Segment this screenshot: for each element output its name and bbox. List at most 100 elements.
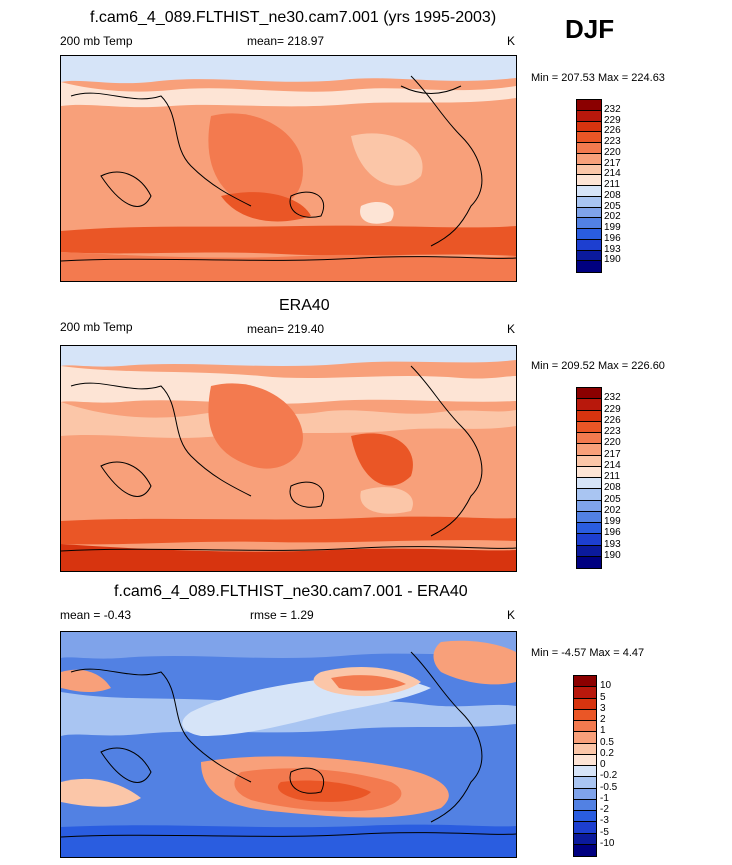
colorbar-label: -5 — [600, 826, 609, 838]
colorbar-label: 199 — [604, 516, 621, 527]
colorbar-box — [574, 799, 596, 811]
colorbar-label: 211 — [604, 471, 620, 482]
colorbar-box — [577, 164, 601, 176]
colorbar-box — [574, 732, 596, 744]
panel2-colorbar-labels: 232 229 226 223 220 217 214 211 208 205 202 199 196 1… — [604, 387, 644, 567]
colorbar-label: 214 — [604, 459, 621, 471]
colorbar-label: 223 — [604, 136, 621, 147]
panel3-map — [60, 631, 517, 858]
colorbar-label: -1 — [600, 792, 609, 804]
colorbar-box — [577, 153, 601, 165]
panel2-colorbar — [576, 387, 602, 569]
colorbar-box — [574, 844, 596, 856]
colorbar-label: 220 — [604, 146, 621, 158]
panel3-minmax: Min = -4.57 Max = 4.47 — [531, 647, 645, 659]
colorbar-label: 190 — [604, 254, 621, 266]
panel2-mean-label: mean= 219.40 — [247, 322, 325, 336]
colorbar-box — [577, 186, 601, 197]
colorbar-box — [577, 444, 601, 456]
colorbar-box — [577, 218, 601, 229]
panel3-rmse-label: rmse = 1.29 — [250, 608, 314, 622]
colorbar-label: 214 — [604, 168, 621, 180]
colorbar-box — [577, 523, 601, 535]
colorbar-box — [577, 478, 601, 490]
colorbar-box — [577, 229, 601, 240]
panel1-mean-label: mean= 218.97 — [247, 34, 325, 48]
colorbar-label: 229 — [604, 403, 621, 415]
panel3-mean-label: mean = -0.43 — [60, 608, 132, 622]
colorbar-label: 0 — [600, 759, 606, 770]
colorbar-box — [577, 261, 601, 272]
colorbar-box — [574, 822, 596, 834]
colorbar-label: 232 — [604, 392, 621, 404]
colorbar-box — [577, 455, 601, 467]
colorbar-box — [577, 239, 601, 251]
colorbar-label: 193 — [604, 538, 621, 550]
colorbar-box — [577, 421, 601, 433]
panel2-title: ERA40 — [279, 297, 330, 314]
colorbar-box — [577, 207, 601, 219]
panel3-colorbar-labels: 10 5 3 2 1 0.5 0.2 0 -0.2 -0.5 -1 -2 -3 -5 -10 — [600, 675, 640, 855]
colorbar-label: 211 — [604, 179, 620, 190]
colorbar-box — [577, 511, 601, 523]
colorbar-label: 217 — [604, 448, 621, 460]
panel1-map — [60, 55, 517, 282]
colorbar-box — [577, 500, 601, 512]
colorbar-label: 202 — [604, 504, 621, 516]
colorbar-label: 205 — [604, 200, 621, 212]
colorbar-label: -2 — [600, 804, 609, 815]
panel2-map — [60, 345, 517, 572]
colorbar-box — [574, 811, 596, 823]
colorbar-box — [574, 709, 596, 721]
colorbar-box — [574, 754, 596, 766]
colorbar-box — [574, 766, 596, 778]
panel1-minmax: Min = 207.53 Max = 224.63 — [531, 72, 665, 84]
panel3-title: f.cam6_4_089.FLTHIST_ne30.cam7.001 - ERA… — [114, 583, 468, 600]
colorbar-box — [577, 410, 601, 422]
colorbar-label: 199 — [604, 222, 621, 233]
colorbar-label: 196 — [604, 232, 621, 244]
colorbar-label: 1 — [600, 725, 606, 737]
colorbar-label: 220 — [604, 437, 621, 449]
colorbar-box — [577, 175, 601, 186]
colorbar-box — [577, 100, 601, 111]
colorbar-label: 0.2 — [600, 747, 614, 759]
colorbar-box — [577, 556, 601, 568]
panel3-colorbar — [573, 675, 597, 857]
colorbar-box — [574, 676, 596, 688]
colorbar-box — [577, 388, 601, 400]
panel1-title: f.cam6_4_089.FLTHIST_ne30.cam7.001 (yrs … — [90, 9, 497, 26]
colorbar-label: 217 — [604, 157, 621, 169]
colorbar-label: 226 — [604, 125, 621, 137]
colorbar-label: 229 — [604, 114, 621, 126]
panel1-units-label: K — [507, 34, 516, 48]
colorbar-label: -3 — [600, 815, 609, 827]
colorbar-box — [577, 250, 601, 262]
colorbar-label: 190 — [604, 549, 621, 561]
panel2-minmax: Min = 209.52 Max = 226.60 — [531, 360, 665, 372]
colorbar-box — [577, 121, 601, 133]
colorbar-box — [577, 466, 601, 478]
colorbar-label: 226 — [604, 414, 621, 426]
colorbar-box — [574, 788, 596, 800]
colorbar-label: 205 — [604, 493, 621, 505]
colorbar-label: 0.5 — [600, 736, 614, 748]
colorbar-label: 193 — [604, 243, 621, 255]
colorbar-box — [577, 489, 601, 501]
colorbar-box — [577, 433, 601, 445]
colorbar-box — [577, 110, 601, 122]
colorbar-box — [574, 698, 596, 710]
colorbar-box — [574, 833, 596, 845]
colorbar-box — [574, 687, 596, 699]
colorbar-label: 3 — [600, 702, 606, 714]
colorbar-box — [577, 545, 601, 557]
colorbar-label: -10 — [600, 837, 615, 849]
colorbar-label: 202 — [604, 211, 621, 223]
colorbar-box — [574, 721, 596, 733]
colorbar-box — [577, 534, 601, 546]
colorbar-label: -0.5 — [600, 781, 618, 793]
season-label: DJF — [565, 14, 615, 44]
panel2-variable-label: 200 mb Temp — [60, 320, 133, 334]
panel3-units-label: K — [507, 608, 516, 622]
panel1-colorbar — [576, 99, 602, 273]
